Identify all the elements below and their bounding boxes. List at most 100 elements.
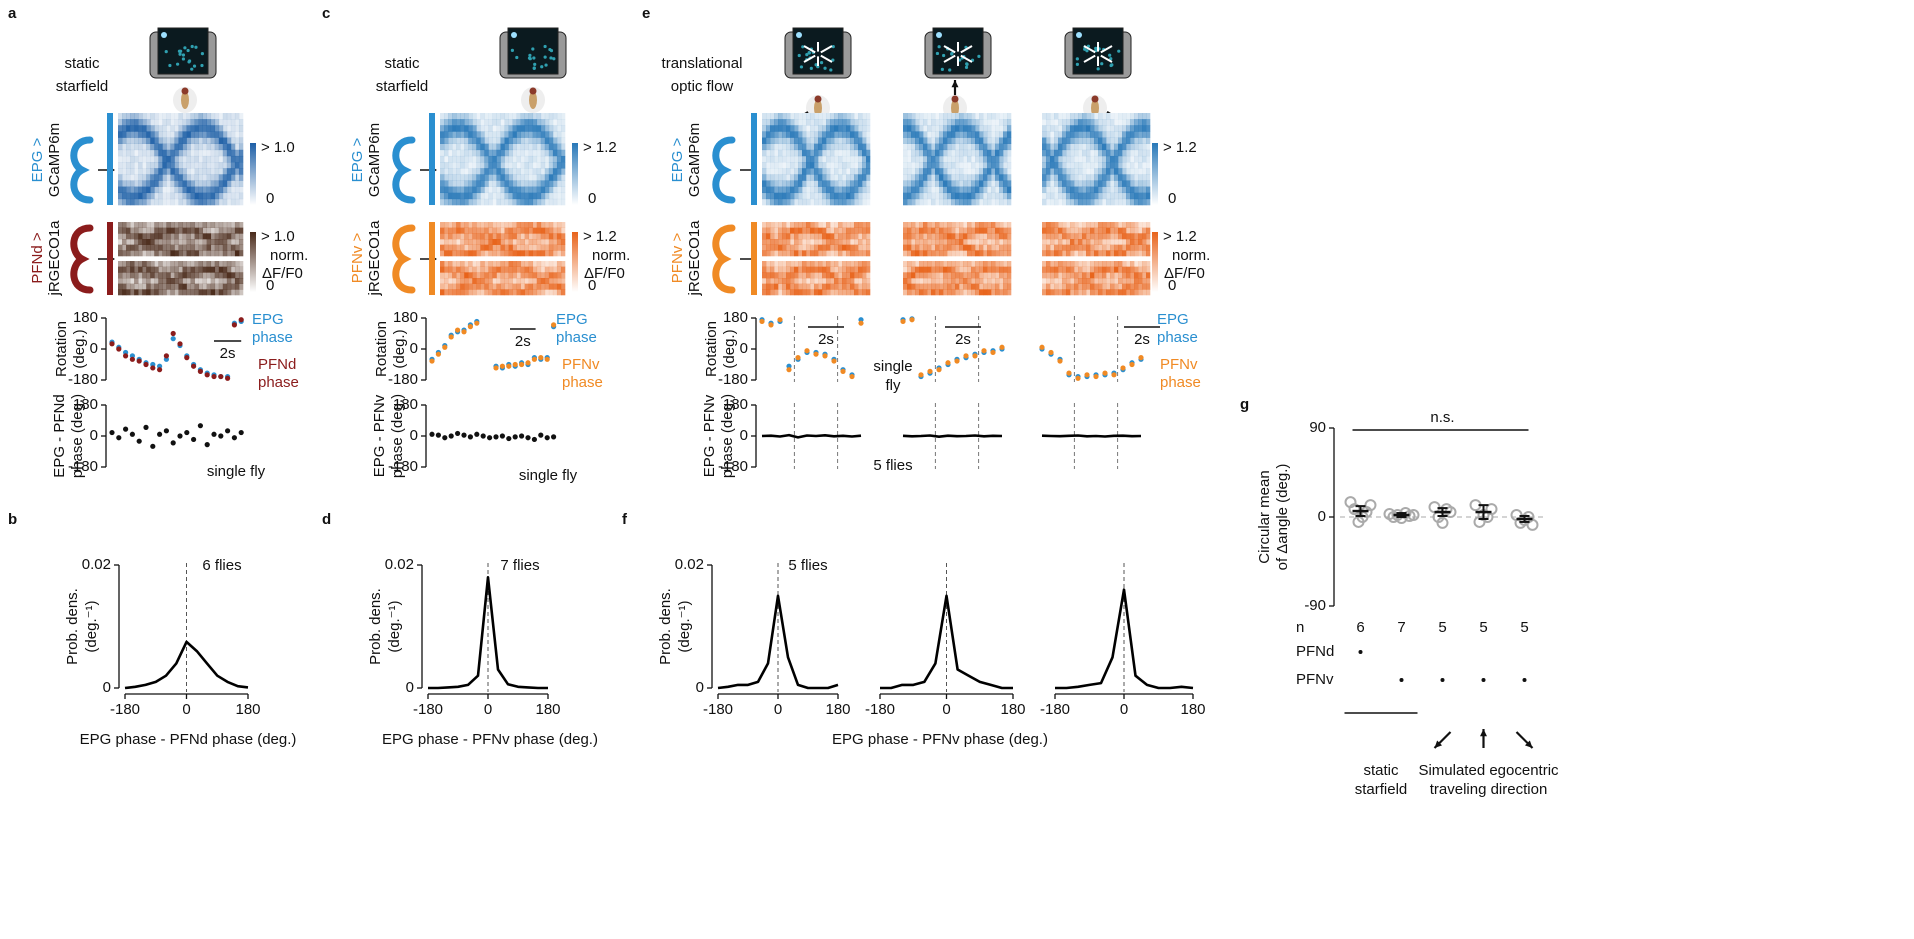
heatmap-cell <box>999 174 1004 181</box>
heatmap-cell <box>790 119 795 126</box>
heatmap-cell <box>516 266 521 273</box>
heatmap-cell <box>210 289 216 296</box>
heatmap-cell <box>798 239 803 245</box>
heatmap-cell <box>987 119 992 126</box>
heatmap-cell <box>1146 198 1151 206</box>
heatmap-cell <box>963 119 968 126</box>
heatmap-cell <box>484 155 489 163</box>
heatmap-cell <box>1086 261 1091 267</box>
heatmap-cell <box>524 244 530 251</box>
heatmap-cell <box>1007 272 1012 279</box>
phase-point <box>831 358 837 364</box>
heatmap-cell <box>444 174 449 181</box>
heatmap-cell <box>1098 180 1103 187</box>
heatmap-cell <box>794 119 799 126</box>
heatmap-cell <box>971 137 976 144</box>
heatmap-cell <box>1106 272 1111 279</box>
heatmap-cell <box>1102 131 1107 138</box>
heatmap-cell <box>202 227 208 234</box>
heatmap-cell <box>1126 250 1131 257</box>
heatmap-cell <box>544 192 550 200</box>
heatmap-cell <box>903 125 908 132</box>
heatmap-cell <box>778 278 783 284</box>
heatmap-cell <box>850 174 855 181</box>
heatmap-cell <box>138 278 143 284</box>
heatmap-cell <box>1050 113 1055 120</box>
heatmap-cell <box>524 250 530 257</box>
heatmap-cell <box>858 180 863 187</box>
heatmap-cell <box>1003 222 1008 228</box>
heatmap-cell <box>150 119 155 126</box>
heatmap-cell <box>1094 266 1099 273</box>
heatmap-cell <box>528 283 534 290</box>
heatmap-cell <box>162 180 167 187</box>
heatmap-cell <box>552 198 558 206</box>
heatmap-cell <box>1142 266 1147 273</box>
heatmap-cell <box>162 174 167 181</box>
heatmap-cell <box>154 143 159 151</box>
heatmap-cell <box>222 155 228 163</box>
heatmap-cell <box>448 198 453 206</box>
heatmap-cell <box>939 250 944 257</box>
heatmap-cell <box>850 143 855 151</box>
heatmap-cell <box>782 174 787 181</box>
heatmap-cell <box>802 143 807 151</box>
heatmap-cell <box>1074 278 1079 284</box>
heatmap-cell <box>1007 180 1012 187</box>
heatmap-cell <box>1086 162 1091 169</box>
heatmap-cell <box>846 192 851 200</box>
star <box>543 55 547 59</box>
heatmap-cell <box>951 180 956 187</box>
heatmap-cell <box>504 198 509 206</box>
heatmap-cell <box>782 155 787 163</box>
heatmap-cell <box>130 289 135 296</box>
heatmap-cell <box>206 227 212 234</box>
heatmap-cell <box>1102 261 1107 267</box>
stimulus-label: starfield <box>56 78 109 95</box>
heatmap-cell <box>1086 174 1091 181</box>
heatmap-cell <box>1046 250 1051 257</box>
heatmap-cell <box>146 162 151 169</box>
heatmap-cell <box>154 125 159 132</box>
heatmap-cell <box>520 244 525 251</box>
heatmap-cell <box>858 143 863 151</box>
flow-arrow <box>943 54 956 63</box>
heatmap-cell <box>1066 227 1071 234</box>
heatmap-cell <box>967 227 972 234</box>
heatmap-cell <box>1046 198 1051 206</box>
heatmap-cell <box>126 261 131 267</box>
heatmap-cell <box>1074 149 1079 157</box>
heatmap-cell <box>1062 227 1067 234</box>
heatmap-cell <box>850 239 855 245</box>
heatmap-cell <box>1090 155 1095 163</box>
heatmap-cell <box>532 244 538 251</box>
heatmap-cell <box>923 244 928 251</box>
heatmap-cell <box>774 143 779 151</box>
heatmap-cell <box>774 266 779 273</box>
heatmap-cell <box>238 186 244 194</box>
heatmap-cell <box>1058 233 1063 240</box>
heatmap-cell <box>959 119 964 126</box>
heatmap-cell <box>1070 261 1075 267</box>
heatmap-cell <box>1114 198 1119 206</box>
heatmap-cell <box>1078 227 1083 234</box>
heatmap-cell <box>480 149 485 157</box>
heatmap-cell <box>963 162 968 169</box>
heatmap-cell <box>130 239 135 245</box>
heatmap-cell <box>532 113 538 120</box>
heatmap-cell <box>234 162 240 169</box>
heatmap-cell <box>999 186 1004 194</box>
heatmap-cell <box>979 119 984 126</box>
heatmap-cell <box>1106 233 1111 240</box>
heatmap-cell <box>782 131 787 138</box>
heatmap-cell <box>516 186 521 194</box>
heatmap-cell <box>1054 137 1059 144</box>
heatmap-cell <box>1086 239 1091 245</box>
heatmap-cell <box>907 198 912 206</box>
heatmap-cell <box>500 125 505 132</box>
heatmap-cell <box>230 250 236 257</box>
heatmap-cell <box>802 227 807 234</box>
y-axis-label: Rotation <box>53 321 70 377</box>
heatmap-cell <box>1042 180 1047 187</box>
heatmap-cell <box>931 278 936 284</box>
